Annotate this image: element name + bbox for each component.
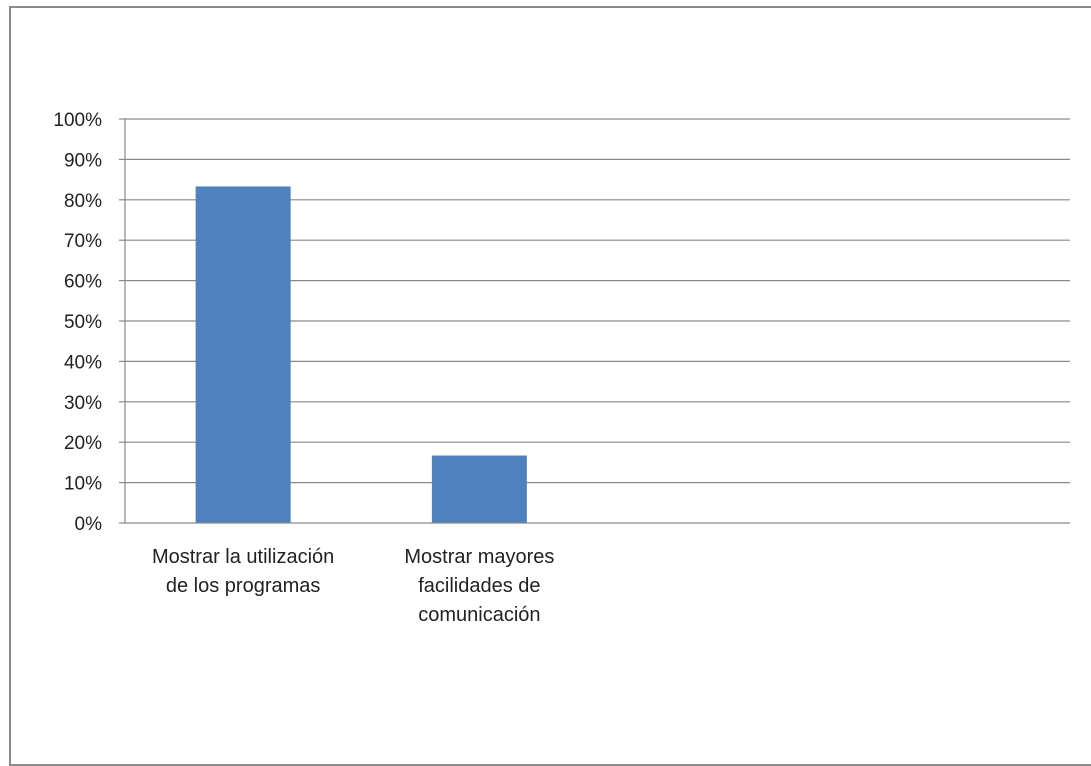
x-category-label: Mostrar la utilización de los programas	[152, 546, 334, 597]
bars	[195, 186, 527, 523]
x-axis-category-labels: Mostrar la utilización de los programasMo…	[152, 546, 554, 626]
x-category-label-line: comunicación	[418, 604, 540, 626]
x-category-label-line: Mostrar mayores	[404, 546, 554, 568]
bar	[431, 455, 527, 523]
chart-frame	[9, 6, 1091, 766]
axes	[124, 119, 1070, 524]
y-tick-label: 70%	[64, 231, 102, 252]
y-tick-label: 50%	[64, 312, 102, 333]
x-category-label-line: de los programas	[166, 575, 321, 597]
y-tick-label: 100%	[53, 110, 102, 131]
y-axis-tick-labels: 0% 10% 20% 30% 40% 50% 60% 70% 80% 90% 100%	[53, 110, 102, 535]
y-tick-label: 40%	[64, 352, 102, 373]
bar	[195, 186, 291, 523]
x-category-label: Mostrar mayores facilidades de comunicació…	[404, 546, 554, 626]
y-tick-label: 80%	[64, 191, 102, 212]
y-tick-label: 0%	[75, 514, 103, 535]
y-tick-label: 20%	[64, 433, 102, 454]
y-tick-label: 30%	[64, 393, 102, 414]
x-category-label-line: Mostrar la utilización	[152, 546, 334, 568]
y-tick-label: 10%	[64, 474, 102, 495]
y-tick-label: 90%	[64, 150, 102, 171]
bar-chart: 0% 10% 20% 30% 40% 50% 60% 70% 80% 90% 100% Mostra…	[53, 110, 1070, 626]
y-tick-label: 60%	[64, 272, 102, 293]
x-category-label-line: facilidades de	[418, 575, 540, 597]
